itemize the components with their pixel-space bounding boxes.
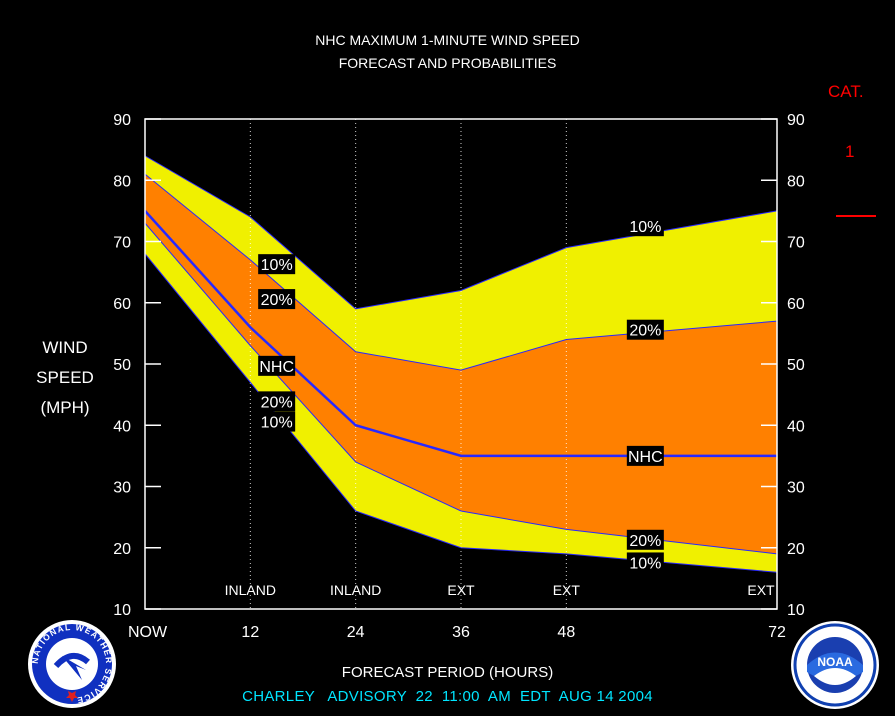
curve-label-bg xyxy=(258,355,296,376)
y-tick-label-right-70: 70 xyxy=(787,235,805,252)
series-line-lower_20 xyxy=(144,222,778,555)
category-line-swatch xyxy=(836,215,876,217)
y-axis-label-wind: WIND xyxy=(42,338,88,357)
y-tick-label-right-90: 90 xyxy=(787,112,805,129)
curve-label-bg xyxy=(626,529,664,550)
curve-label-6: 20% xyxy=(626,319,664,340)
curve-label-text: 20% xyxy=(629,323,661,340)
period-gridlines xyxy=(249,119,567,609)
y-tick-label-left-10: 10 xyxy=(113,602,131,619)
x-tick-label-24: 24 xyxy=(347,624,365,641)
y-tick-label-left-80: 80 xyxy=(113,173,131,190)
x-tick-label-48: 48 xyxy=(557,624,575,641)
curve-label-bg xyxy=(626,445,664,466)
chart-title-line2: FORECAST AND PROBABILITIES xyxy=(338,55,557,71)
y-axis-label-speed: SPEED xyxy=(36,368,94,387)
y-tick-label-left-50: 50 xyxy=(113,357,131,374)
y-tick-label-left-40: 40 xyxy=(113,418,131,435)
y-ticks: 10 10 20 20 30 30 40 40 50 50 60 60 70 70 80 80 90 90 xyxy=(113,112,805,619)
x-tick-label-72: 72 xyxy=(768,624,786,641)
curve-label-2: NHC xyxy=(258,355,296,376)
curve-label-4: 10% xyxy=(258,411,296,432)
category-label: CAT. xyxy=(828,82,864,101)
curve-label-7: NHC xyxy=(626,445,664,466)
x-tick-label-36: 36 xyxy=(452,624,470,641)
curve-labels: 10% 20% NHC 20% 10% 10% 20% NHC 20% 10% xyxy=(258,216,664,573)
curve-label-5: 10% xyxy=(626,216,664,237)
period-label-24: INLAND xyxy=(330,582,381,598)
curve-label-text: 10% xyxy=(261,415,293,432)
y-tick-label-right-10: 10 xyxy=(787,602,805,619)
y-tick-label-left-60: 60 xyxy=(113,296,131,313)
y-tick-label-left-70: 70 xyxy=(113,235,131,252)
advisory-line: CHARLEY ADVISORY 22 11:00 AM EDT AUG 14 … xyxy=(242,688,653,705)
curve-label-text: 20% xyxy=(261,292,293,309)
y-tick-label-right-80: 80 xyxy=(787,173,805,190)
period-label-72: EXT xyxy=(747,582,775,598)
y-tick-label-left-90: 90 xyxy=(113,112,131,129)
curve-label-bg xyxy=(626,319,664,340)
y-tick-label-right-50: 50 xyxy=(787,357,805,374)
curve-label-9: 10% xyxy=(626,552,664,573)
band-20-percent xyxy=(145,174,777,554)
x-tick-label-12: 12 xyxy=(241,624,259,641)
curve-label-bg xyxy=(258,254,296,275)
series-line-nhc xyxy=(144,210,777,458)
y-tick-label-left-20: 20 xyxy=(113,541,131,558)
curve-label-bg xyxy=(258,289,296,310)
curve-label-text: NHC xyxy=(628,449,663,466)
noaa-logo-icon: NOAA xyxy=(791,621,879,709)
curve-label-bg xyxy=(626,216,664,237)
svg-text:NOAA: NOAA xyxy=(817,655,853,669)
y-tick-label-right-30: 30 xyxy=(787,480,805,497)
y-tick-label-right-40: 40 xyxy=(787,418,805,435)
period-labels: INLAND INLAND EXT EXT EXT xyxy=(225,582,775,598)
series-line-upper_20 xyxy=(144,173,778,371)
curve-label-bg xyxy=(626,552,664,573)
curve-label-text: 10% xyxy=(629,219,661,236)
y-tick-label-right-20: 20 xyxy=(787,541,805,558)
x-axis-title: FORECAST PERIOD (HOURS) xyxy=(341,664,554,681)
curve-label-text: 10% xyxy=(629,555,661,572)
x-ticks: NOW 12 24 36 48 72 xyxy=(128,624,786,641)
y-tick-label-left-30: 30 xyxy=(113,480,131,497)
series-line-upper_10 xyxy=(144,155,778,310)
period-label-36: EXT xyxy=(447,582,475,598)
curve-label-bg xyxy=(258,391,296,412)
curve-label-text: 20% xyxy=(629,533,661,550)
x-tick-label-NOW: NOW xyxy=(128,624,168,641)
curve-label-1: 20% xyxy=(258,289,296,310)
period-label-12: INLAND xyxy=(225,582,276,598)
curve-label-8: 20% xyxy=(626,529,664,550)
period-label-48: EXT xyxy=(553,582,581,598)
curve-label-text: 10% xyxy=(261,257,293,274)
chart-title-line1: NHC MAXIMUM 1-MINUTE WIND SPEED xyxy=(315,32,580,48)
series-lines xyxy=(144,155,778,573)
curve-label-text: 20% xyxy=(261,394,293,411)
category-value: 1 xyxy=(845,142,855,161)
y-axis-label-unit: (MPH) xyxy=(40,398,90,417)
y-tick-label-right-60: 60 xyxy=(787,296,805,313)
curve-label-0: 10% xyxy=(258,254,296,275)
curve-label-3: 20% xyxy=(258,391,296,412)
series-line-lower_10 xyxy=(144,253,778,573)
curve-label-bg xyxy=(258,411,296,432)
curve-label-text: NHC xyxy=(259,359,294,376)
nws-logo-icon: NATIONAL WEATHER SERVICE xyxy=(28,620,116,708)
